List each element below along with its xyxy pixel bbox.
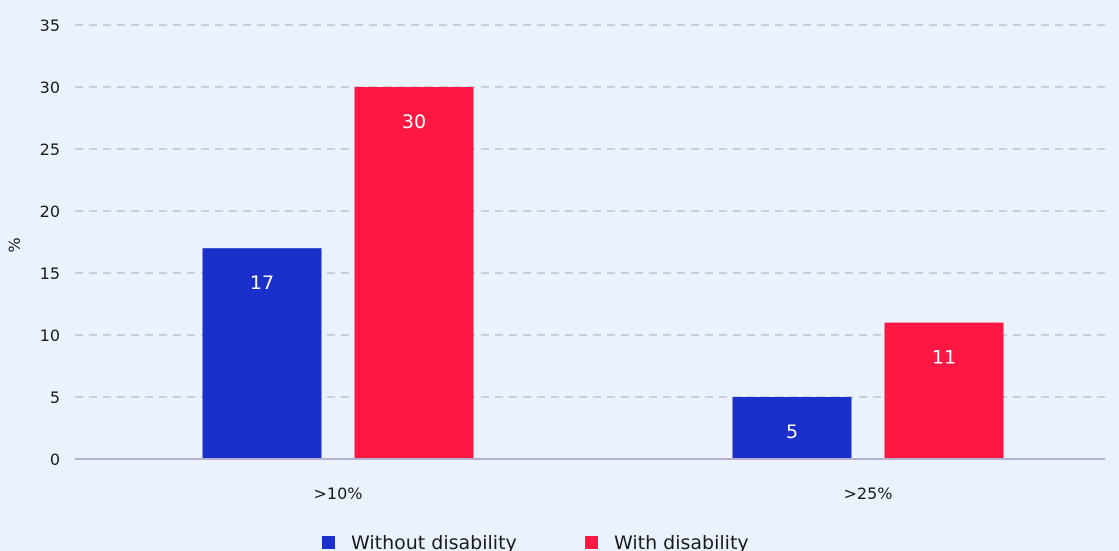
data-label: 5 xyxy=(786,421,798,443)
y-tick-label: 25 xyxy=(40,140,60,159)
y-tick-label: 10 xyxy=(40,326,60,345)
category-labels: >10% >25% xyxy=(314,484,893,503)
y-tick-label: 30 xyxy=(40,78,60,97)
y-tick-label: 0 xyxy=(50,450,60,469)
category-label: >10% xyxy=(314,484,363,503)
legend-swatch xyxy=(585,536,598,549)
y-tick-label: 20 xyxy=(40,202,60,221)
legend: Without disability With disability xyxy=(322,532,749,551)
bars: 17 30 5 11 xyxy=(202,87,1004,459)
data-label: 30 xyxy=(402,111,426,133)
data-label: 11 xyxy=(932,347,956,369)
bar xyxy=(732,397,852,459)
bar xyxy=(202,248,322,459)
data-label: 17 xyxy=(250,272,274,294)
legend-swatch xyxy=(322,536,335,549)
y-axis-ticks: 0 5 10 15 20 25 30 35 xyxy=(40,16,60,469)
legend-label: With disability xyxy=(614,532,749,551)
y-tick-label: 15 xyxy=(40,264,60,283)
category-label: >25% xyxy=(844,484,893,503)
y-axis-label: % xyxy=(5,237,24,252)
y-tick-label: 5 xyxy=(50,388,60,407)
bar xyxy=(354,87,474,459)
y-tick-label: 35 xyxy=(40,16,60,35)
legend-label: Without disability xyxy=(351,532,517,551)
bar xyxy=(884,322,1004,459)
